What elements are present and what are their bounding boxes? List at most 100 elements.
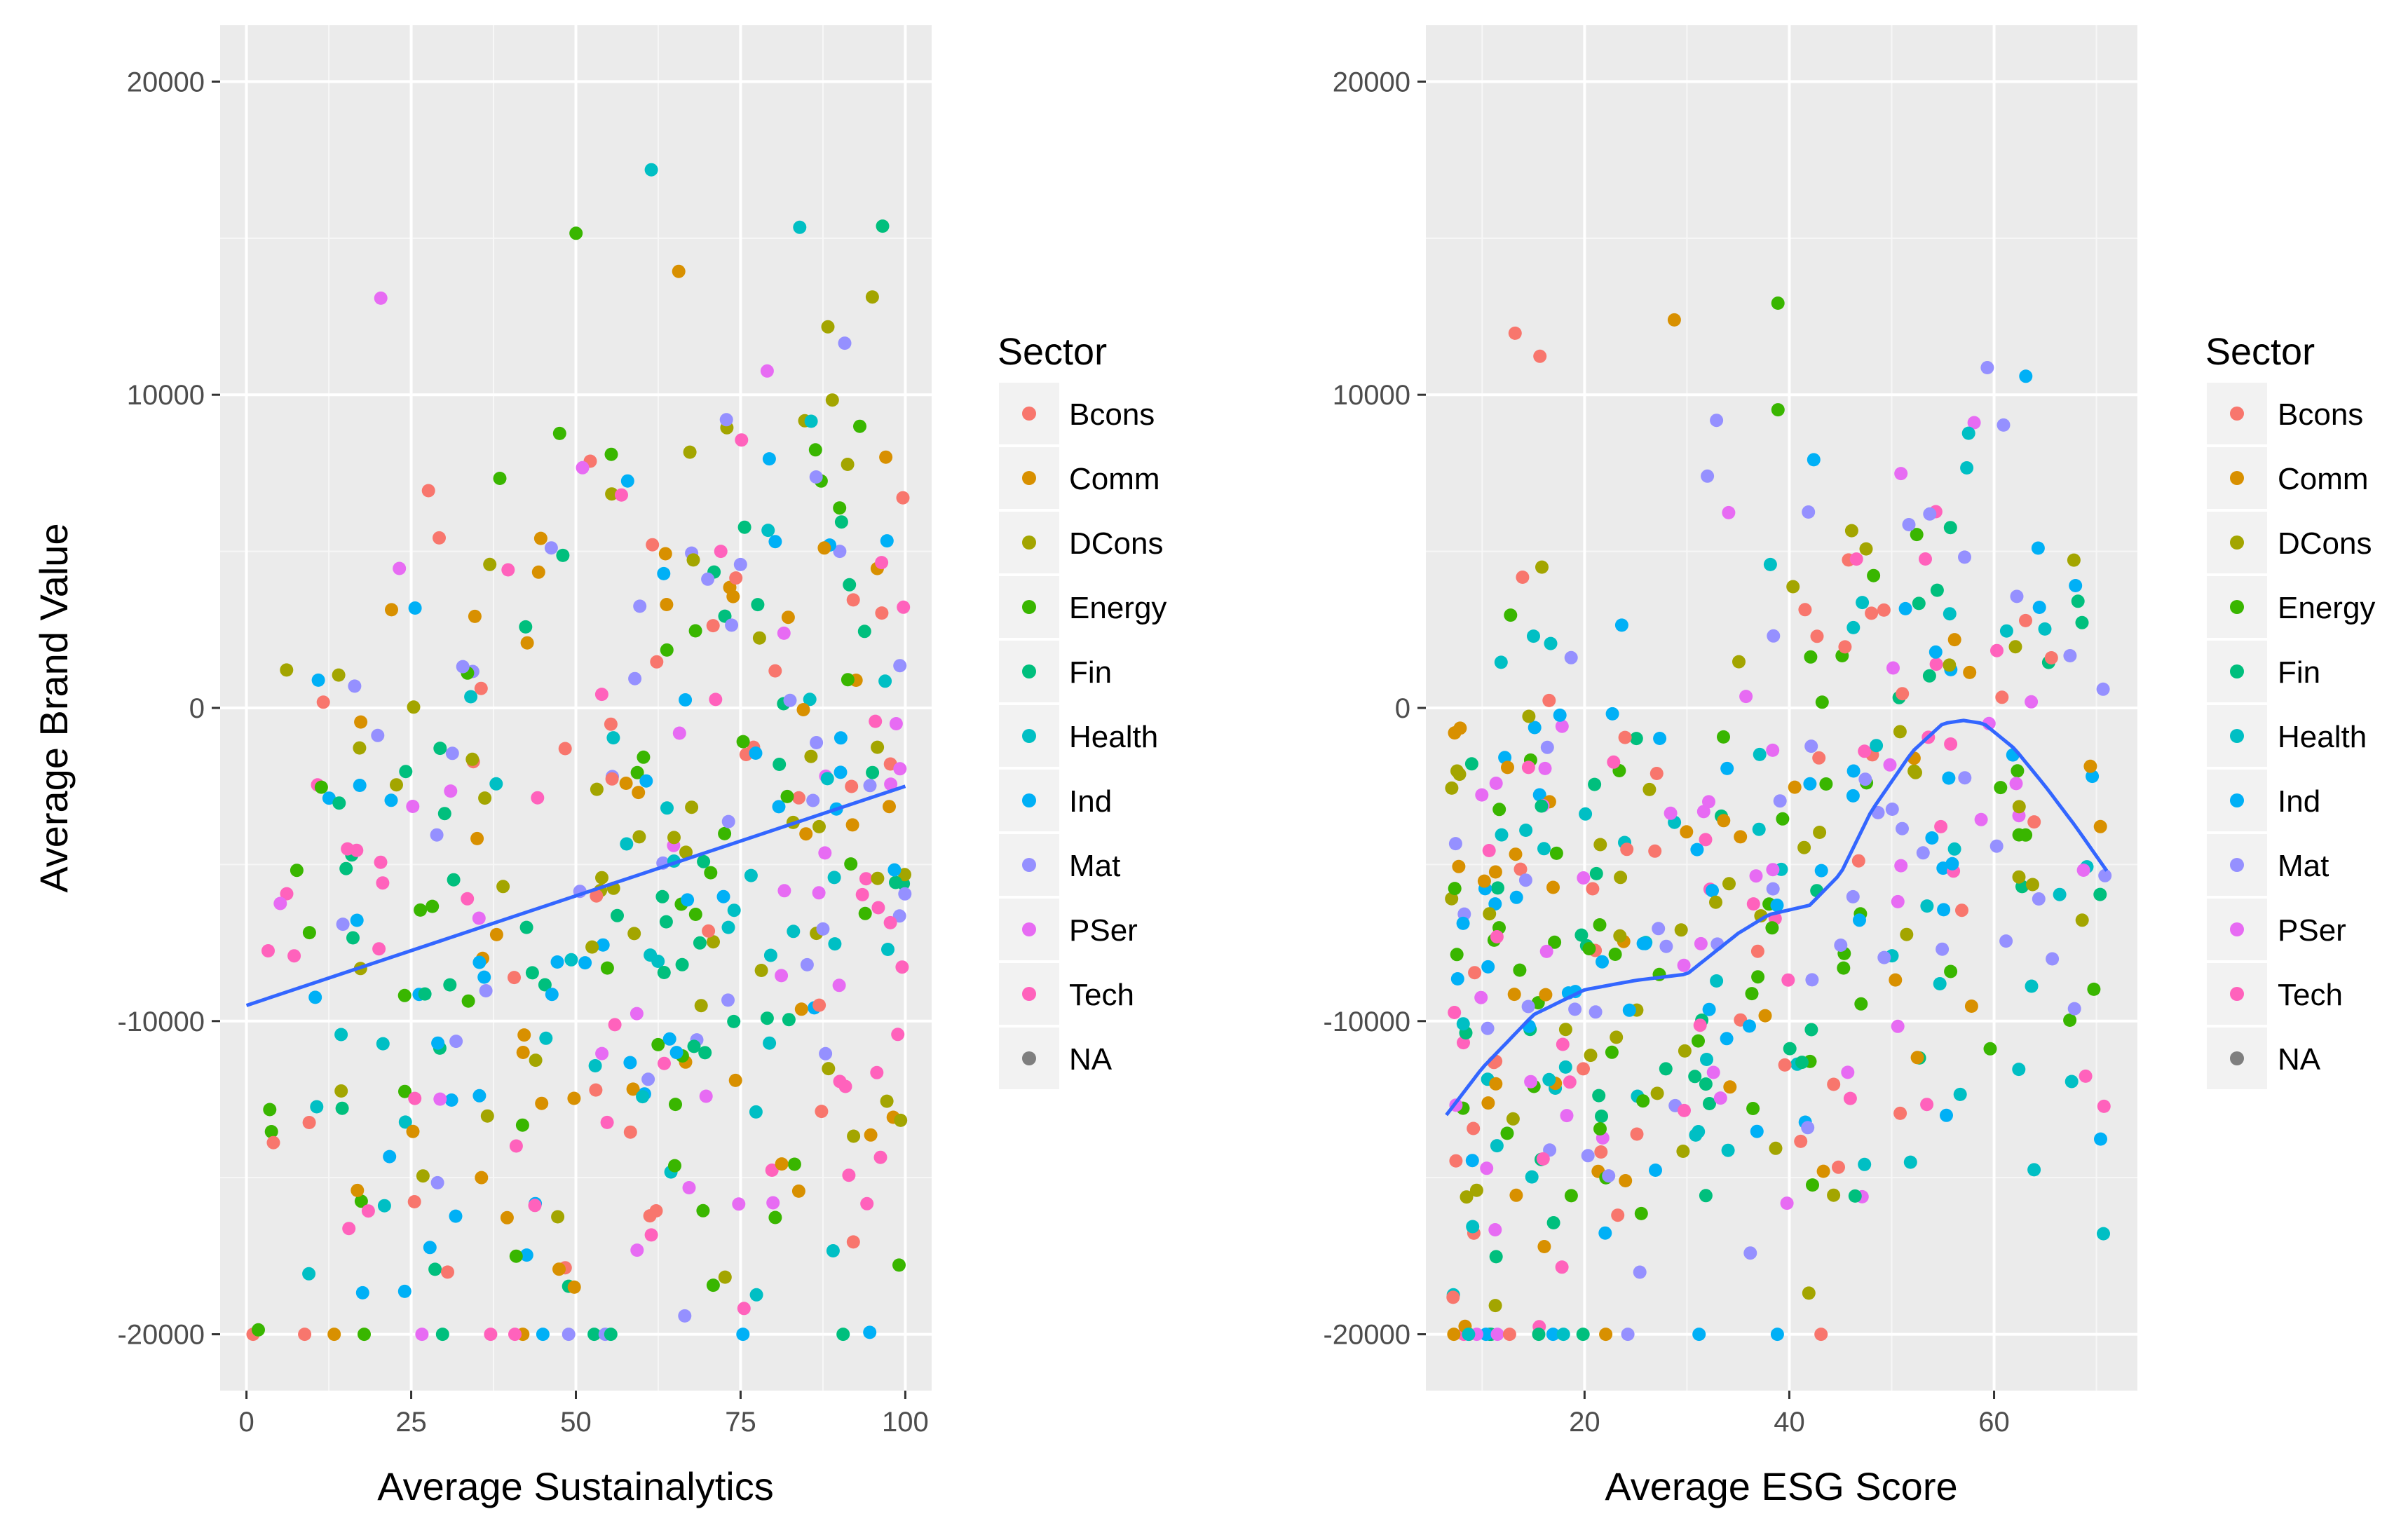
data-point	[1619, 1174, 1633, 1187]
data-point	[687, 1039, 701, 1053]
data-point	[1837, 961, 1851, 975]
left-legend-label: Ind	[1069, 784, 1112, 819]
data-point	[1964, 1000, 1978, 1013]
data-point	[1734, 830, 1748, 844]
data-point	[1525, 1170, 1539, 1184]
data-point	[796, 703, 810, 716]
data-point	[682, 1181, 696, 1194]
data-point	[1465, 1154, 1479, 1168]
data-point	[819, 1046, 833, 1060]
data-point	[646, 538, 660, 552]
data-point	[605, 772, 619, 786]
data-point	[1955, 903, 1968, 918]
data-point	[456, 660, 470, 674]
left-y-tick-label: -20000	[117, 1320, 205, 1351]
data-point	[1689, 1128, 1703, 1142]
data-point	[406, 800, 420, 813]
data-point	[630, 1243, 644, 1257]
data-point	[799, 827, 813, 841]
data-point	[763, 1036, 777, 1050]
data-point	[1797, 840, 1811, 854]
data-point	[639, 774, 653, 788]
left-trend-group	[245, 784, 906, 1007]
data-point	[736, 1328, 750, 1342]
data-point	[1629, 732, 1643, 746]
data-point	[696, 1203, 710, 1217]
data-point	[833, 545, 847, 559]
data-point	[525, 966, 539, 980]
data-point	[556, 548, 570, 562]
data-point	[1900, 927, 1914, 941]
left-legend-label: Fin	[1069, 655, 1112, 690]
data-point	[649, 1204, 663, 1217]
data-point	[2019, 613, 2032, 627]
data-point	[1548, 935, 1562, 949]
data-point	[533, 531, 547, 545]
data-point	[1508, 326, 1522, 340]
data-point	[1732, 655, 1746, 669]
data-point	[1460, 1190, 1474, 1204]
data-point	[1584, 1049, 1598, 1063]
data-point	[1509, 847, 1523, 861]
data-point	[1558, 1060, 1572, 1074]
left-y-tick-label: 20000	[127, 67, 205, 97]
data-point	[2063, 1014, 2077, 1027]
data-point	[716, 889, 730, 903]
data-point	[567, 1091, 581, 1105]
data-point	[484, 1328, 498, 1342]
data-point	[1778, 1058, 1792, 1072]
data-point	[1804, 650, 1818, 664]
data-point	[384, 793, 398, 807]
data-point	[1605, 707, 1619, 721]
data-point	[529, 1053, 543, 1067]
data-point	[864, 1128, 878, 1142]
left-points	[246, 163, 912, 1342]
data-point	[751, 598, 765, 612]
right-axes: -20000 -10000 0 10000 20000 20 40 60	[1323, 67, 2009, 1438]
data-point	[1677, 958, 1691, 972]
right-legend-label: Fin	[2278, 655, 2320, 690]
data-point	[879, 450, 893, 464]
data-point	[827, 871, 841, 885]
data-point	[604, 447, 618, 461]
data-point	[1841, 1065, 1855, 1079]
data-point	[358, 1328, 371, 1342]
right-y-tick-label: -10000	[1323, 1007, 1410, 1037]
data-point	[860, 1196, 874, 1210]
data-point	[332, 668, 346, 682]
data-point	[1462, 1328, 1476, 1342]
data-point	[397, 988, 411, 1002]
data-point	[889, 875, 902, 889]
data-point	[2075, 615, 2089, 629]
data-point	[1546, 880, 1560, 894]
data-point	[1593, 1122, 1607, 1135]
data-point	[585, 940, 599, 954]
right-y-tick-label: 20000	[1333, 67, 1410, 97]
data-point	[2044, 651, 2058, 664]
data-point	[760, 364, 774, 378]
data-point	[845, 779, 859, 793]
data-point	[706, 619, 720, 633]
right-legend-label: PSer	[2278, 913, 2346, 948]
data-point	[1501, 760, 1514, 775]
data-point	[1593, 918, 1607, 932]
data-point	[444, 1093, 458, 1107]
data-point	[1746, 897, 1760, 911]
data-point	[1480, 1161, 1494, 1175]
data-point	[858, 906, 872, 920]
data-point	[880, 534, 894, 548]
data-point	[1464, 757, 1478, 771]
data-point	[2032, 892, 2046, 906]
data-point	[489, 927, 503, 941]
data-point	[383, 1150, 397, 1164]
data-point	[1664, 806, 1678, 820]
right-legend-label: Tech	[2278, 978, 2343, 1012]
data-point	[302, 1267, 316, 1281]
right-legend-label: DCons	[2278, 526, 2372, 561]
data-point	[893, 762, 907, 776]
data-point	[817, 541, 831, 555]
data-point	[595, 1046, 609, 1060]
data-point	[775, 1157, 789, 1171]
data-point	[816, 922, 830, 936]
data-point	[447, 873, 461, 887]
